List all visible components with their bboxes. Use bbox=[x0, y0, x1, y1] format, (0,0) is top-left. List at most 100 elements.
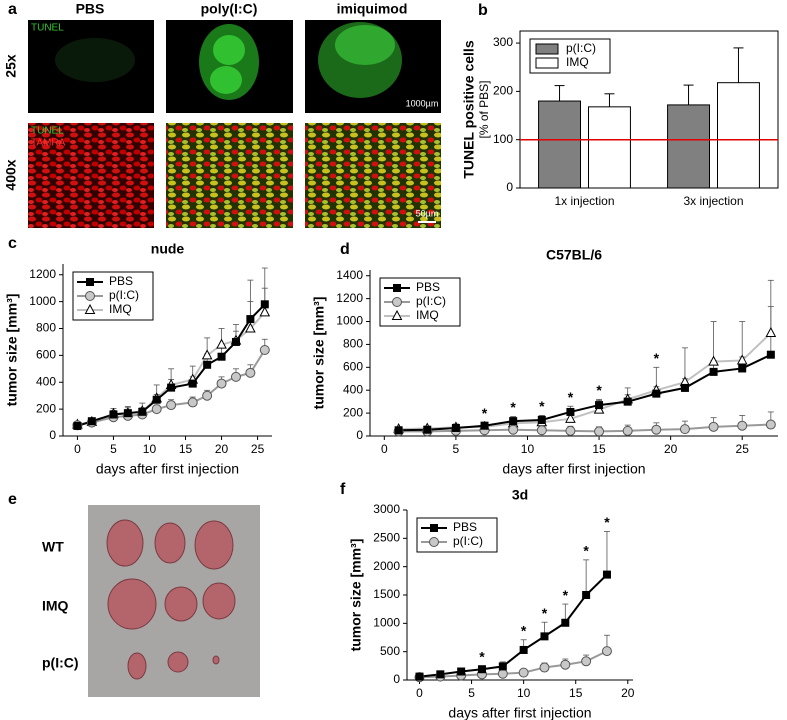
series-line bbox=[419, 650, 608, 679]
panel-label: b bbox=[478, 2, 488, 19]
legend-marker bbox=[85, 291, 95, 301]
y-tick-label: 1000 bbox=[29, 294, 56, 308]
tumors bbox=[106, 519, 236, 680]
stain-label: TUNEL bbox=[31, 126, 64, 137]
tumor bbox=[106, 519, 144, 567]
y-tick-label: 200 bbox=[36, 401, 56, 415]
x-tick-label: 0 bbox=[416, 686, 423, 700]
x-tick-label: 1x injection bbox=[554, 194, 614, 208]
marker bbox=[765, 419, 776, 430]
tissue bbox=[210, 66, 242, 94]
legend-label: IMQ bbox=[416, 308, 439, 322]
y-tick-label: 600 bbox=[343, 359, 363, 373]
marker bbox=[477, 665, 486, 674]
y-tick-label: 0 bbox=[393, 672, 400, 686]
marker bbox=[537, 415, 546, 424]
micrograph bbox=[166, 123, 293, 228]
marker bbox=[201, 349, 213, 360]
stain-label: TUNEL bbox=[31, 23, 64, 34]
marker bbox=[202, 390, 213, 401]
row-label: p(I:C) bbox=[42, 655, 79, 671]
marker bbox=[166, 400, 177, 411]
y-tick-label: 200 bbox=[343, 405, 363, 419]
marker bbox=[138, 407, 147, 416]
x-axis-label: days after first injection bbox=[448, 705, 591, 720]
marker bbox=[394, 426, 403, 435]
marker bbox=[123, 409, 132, 418]
marker bbox=[581, 656, 592, 667]
y-axis-label: tumor size [mm³] bbox=[4, 294, 20, 407]
y-tick-label: 0 bbox=[49, 428, 56, 442]
marker bbox=[187, 397, 198, 408]
x-tick-label: 20 bbox=[215, 442, 229, 456]
y-tick-label: 1000 bbox=[336, 314, 363, 328]
marker bbox=[565, 412, 576, 423]
legend-label: PBS bbox=[416, 280, 440, 294]
legend-label: IMQ bbox=[109, 302, 132, 316]
y-tick-label: 300 bbox=[493, 35, 513, 49]
series-line bbox=[419, 573, 608, 678]
legend-label: p(I:C) bbox=[109, 288, 139, 302]
significance-mark: * bbox=[568, 389, 574, 405]
marker bbox=[246, 315, 255, 324]
marker bbox=[217, 352, 226, 361]
marker bbox=[457, 667, 466, 676]
x-tick-label: 15 bbox=[569, 686, 583, 700]
significance-mark: * bbox=[521, 622, 527, 638]
marker bbox=[765, 326, 777, 337]
marker bbox=[260, 300, 269, 309]
x-axis-label: days after first injection bbox=[96, 461, 239, 477]
marker bbox=[736, 354, 748, 365]
marker bbox=[230, 371, 241, 382]
y-tick-label: 2000 bbox=[373, 559, 400, 573]
y-tick-label: 100 bbox=[493, 132, 513, 146]
legend-label: p(I:C) bbox=[416, 294, 446, 308]
panel-label: f bbox=[340, 481, 346, 498]
tissue bbox=[213, 35, 245, 65]
x-tick-label: 10 bbox=[517, 686, 531, 700]
marker bbox=[509, 417, 518, 426]
significance-mark: * bbox=[479, 649, 485, 665]
y-tick-label: 0 bbox=[506, 180, 513, 194]
y-tick-label: 1000 bbox=[373, 616, 400, 630]
x-tick-label: 0 bbox=[381, 442, 388, 456]
significance-mark: * bbox=[482, 405, 488, 421]
y-tick-label: 1500 bbox=[373, 587, 400, 601]
tumor bbox=[194, 520, 234, 570]
tumor bbox=[212, 655, 220, 665]
row-label: IMQ bbox=[42, 598, 69, 614]
y-tick-label: 1200 bbox=[29, 267, 56, 281]
x-tick-label: 5 bbox=[110, 442, 117, 456]
x-tick-label: 5 bbox=[453, 442, 460, 456]
row-label: 400x bbox=[3, 159, 19, 190]
tumor bbox=[164, 586, 198, 622]
y-axis-label: TUNEL positive cells bbox=[461, 40, 477, 178]
x-axis-label: days after first injection bbox=[502, 461, 645, 477]
marker bbox=[582, 591, 591, 599]
legend-marker bbox=[391, 309, 403, 320]
marker bbox=[451, 423, 460, 432]
series-line bbox=[398, 332, 772, 431]
y-tick-label: 3000 bbox=[373, 502, 400, 516]
legend-marker bbox=[84, 303, 96, 314]
tumor bbox=[107, 578, 157, 630]
y-tick-label: 600 bbox=[36, 348, 56, 362]
significance-mark: * bbox=[510, 399, 516, 415]
y-tick-label: 200 bbox=[493, 84, 513, 98]
marker bbox=[601, 646, 612, 657]
x-tick-label: 3x injection bbox=[683, 194, 743, 208]
y-tick-label: 500 bbox=[380, 644, 400, 658]
stain-label: TAMRA bbox=[31, 138, 66, 149]
y-tick-label: 800 bbox=[36, 321, 56, 335]
marker bbox=[87, 417, 96, 426]
marker bbox=[709, 367, 718, 376]
significance-mark: * bbox=[563, 587, 569, 603]
legend-label: IMQ bbox=[566, 55, 589, 69]
tumor bbox=[202, 582, 236, 620]
marker bbox=[623, 397, 632, 406]
marker bbox=[245, 322, 256, 333]
scale-bar-label: 1000µm bbox=[406, 98, 439, 108]
row-label: WT bbox=[42, 539, 64, 555]
